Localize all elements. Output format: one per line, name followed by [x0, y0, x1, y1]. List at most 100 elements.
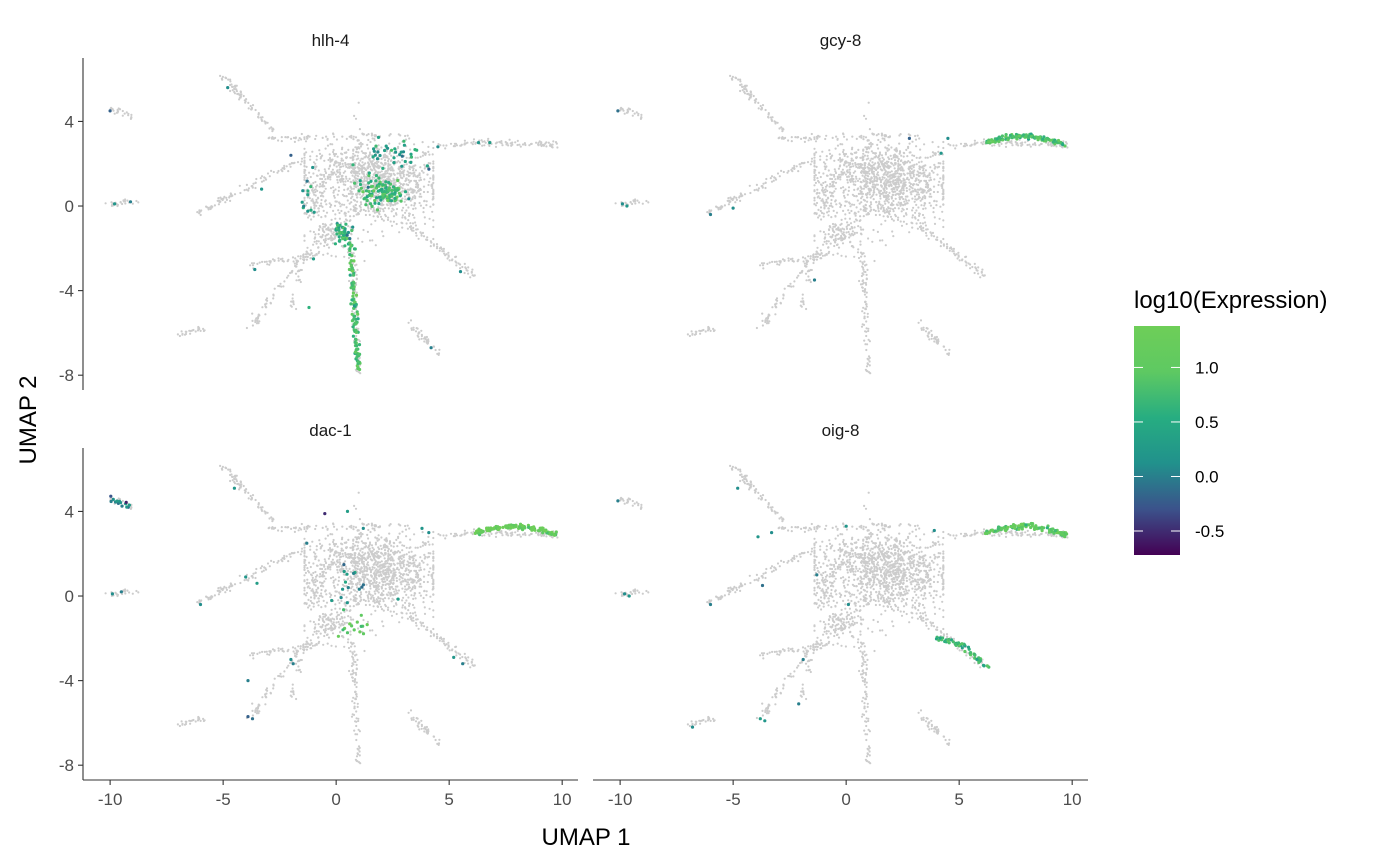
background-point: [930, 333, 934, 336]
expressed-point: [367, 174, 371, 178]
background-point: [352, 179, 355, 182]
background-point: [308, 197, 311, 200]
background-point: [843, 196, 846, 199]
background-point: [347, 148, 350, 151]
background-point: [429, 245, 432, 248]
background-point: [822, 161, 826, 164]
background-point: [317, 240, 320, 243]
background-point: [645, 199, 648, 203]
background-point: [368, 158, 371, 161]
background-point: [879, 197, 882, 200]
expressed-point: [351, 334, 355, 338]
background-point: [843, 194, 846, 197]
background-point: [881, 137, 884, 140]
background-point: [347, 210, 350, 213]
background-point: [297, 139, 300, 142]
background-point: [913, 163, 916, 166]
background-point: [470, 141, 473, 144]
background-point: [887, 179, 890, 182]
background-point: [311, 254, 314, 257]
background-point: [847, 175, 851, 178]
background-point: [868, 178, 872, 181]
background-point: [414, 164, 417, 167]
expressed-point: [377, 195, 381, 199]
background-point: [336, 583, 339, 586]
background-point: [334, 213, 337, 216]
background-point: [375, 162, 378, 165]
background-point: [804, 137, 807, 140]
background-point: [290, 162, 293, 165]
background-point: [335, 200, 338, 203]
background-point: [413, 189, 416, 192]
background-point: [471, 268, 474, 271]
background-point: [349, 164, 352, 168]
expressed-point: [373, 201, 377, 205]
background-point: [403, 188, 406, 191]
background-point: [764, 108, 767, 112]
background-point: [422, 185, 426, 188]
background-point: [390, 180, 393, 183]
background-point: [330, 173, 333, 176]
background-point: [815, 258, 819, 261]
background-point: [792, 260, 795, 263]
expressed-point: [309, 208, 313, 212]
background-point: [299, 163, 302, 166]
background-point: [229, 78, 232, 81]
background-point: [384, 156, 387, 159]
background-point: [337, 209, 340, 212]
background-point: [954, 147, 957, 150]
background-point: [781, 127, 784, 130]
background-point: [877, 147, 880, 150]
background-point: [233, 193, 237, 196]
background-point: [864, 210, 867, 213]
background-point: [802, 260, 805, 263]
background-point: [819, 175, 822, 179]
background-point: [874, 186, 877, 189]
background-point: [889, 165, 892, 168]
expressed-point: [372, 149, 376, 153]
background-point: [319, 177, 322, 180]
background-point: [982, 138, 986, 141]
background-point: [853, 220, 856, 223]
background-point: [891, 208, 895, 211]
background-point: [825, 240, 828, 243]
background-point: [1047, 141, 1050, 144]
background-point: [263, 260, 266, 263]
background-point: [924, 231, 928, 235]
background-point: [272, 293, 275, 296]
background-point: [842, 150, 845, 154]
background-point: [818, 171, 821, 174]
background-point: [266, 299, 269, 302]
background-point: [408, 137, 411, 140]
background-point: [634, 202, 637, 205]
background-point: [318, 228, 321, 232]
background-point: [341, 153, 344, 156]
expressed-point: [355, 347, 359, 351]
background-point: [395, 579, 398, 583]
background-point: [865, 334, 868, 338]
background-point: [488, 144, 491, 147]
background-point: [872, 166, 876, 170]
background-point: [892, 156, 895, 159]
background-point: [790, 140, 793, 143]
background-point: [864, 136, 868, 139]
y-tick-label: 0: [65, 197, 74, 216]
expressed-point: [353, 340, 357, 344]
background-point: [835, 135, 838, 138]
background-point: [230, 83, 233, 86]
background-point: [919, 199, 922, 202]
background-point: [345, 206, 348, 209]
background-point: [354, 174, 357, 177]
background-point: [442, 247, 445, 250]
background-point: [404, 179, 408, 182]
background-point: [738, 195, 741, 198]
background-point: [797, 170, 800, 173]
background-point: [343, 203, 346, 206]
background-point: [371, 176, 374, 179]
background-point: [979, 276, 982, 279]
expressed-point: [425, 164, 429, 168]
background-point: [310, 211, 314, 214]
background-point: [793, 280, 796, 283]
background-point: [918, 214, 921, 217]
background-point: [868, 340, 872, 343]
